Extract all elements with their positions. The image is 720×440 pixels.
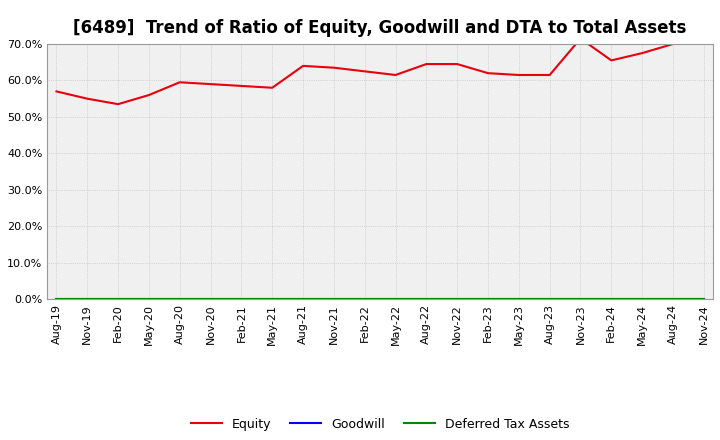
Equity [52, 89, 60, 94]
Goodwill [299, 297, 307, 302]
Equity [361, 69, 369, 74]
Equity [114, 102, 122, 107]
Goodwill [576, 297, 585, 302]
Equity [391, 72, 400, 77]
Goodwill [700, 297, 708, 302]
Equity [545, 72, 554, 77]
Deferred Tax Assets [576, 297, 585, 302]
Line: Equity: Equity [56, 39, 704, 104]
Equity [700, 40, 708, 45]
Goodwill [52, 297, 60, 302]
Equity [330, 65, 338, 70]
Goodwill [114, 297, 122, 302]
Deferred Tax Assets [607, 297, 616, 302]
Equity [607, 58, 616, 63]
Equity [515, 72, 523, 77]
Deferred Tax Assets [145, 297, 153, 302]
Equity [206, 81, 215, 87]
Deferred Tax Assets [299, 297, 307, 302]
Deferred Tax Assets [638, 297, 647, 302]
Deferred Tax Assets [391, 297, 400, 302]
Equity [453, 62, 462, 67]
Goodwill [638, 297, 647, 302]
Goodwill [391, 297, 400, 302]
Goodwill [515, 297, 523, 302]
Deferred Tax Assets [361, 297, 369, 302]
Goodwill [453, 297, 462, 302]
Deferred Tax Assets [484, 297, 492, 302]
Deferred Tax Assets [268, 297, 276, 302]
Equity [422, 62, 431, 67]
Goodwill [237, 297, 246, 302]
Deferred Tax Assets [700, 297, 708, 302]
Equity [268, 85, 276, 90]
Equity [484, 70, 492, 76]
Deferred Tax Assets [330, 297, 338, 302]
Deferred Tax Assets [237, 297, 246, 302]
Deferred Tax Assets [176, 297, 184, 302]
Deferred Tax Assets [453, 297, 462, 302]
Title: [6489]  Trend of Ratio of Equity, Goodwill and DTA to Total Assets: [6489] Trend of Ratio of Equity, Goodwil… [73, 19, 687, 37]
Deferred Tax Assets [545, 297, 554, 302]
Deferred Tax Assets [515, 297, 523, 302]
Deferred Tax Assets [52, 297, 60, 302]
Equity [176, 80, 184, 85]
Equity [83, 96, 91, 101]
Goodwill [145, 297, 153, 302]
Equity [237, 83, 246, 88]
Goodwill [422, 297, 431, 302]
Deferred Tax Assets [669, 297, 678, 302]
Goodwill [484, 297, 492, 302]
Goodwill [545, 297, 554, 302]
Goodwill [330, 297, 338, 302]
Deferred Tax Assets [206, 297, 215, 302]
Equity [669, 41, 678, 47]
Goodwill [361, 297, 369, 302]
Equity [576, 36, 585, 41]
Legend: Equity, Goodwill, Deferred Tax Assets: Equity, Goodwill, Deferred Tax Assets [186, 413, 575, 436]
Equity [638, 51, 647, 56]
Equity [299, 63, 307, 69]
Goodwill [83, 297, 91, 302]
Goodwill [268, 297, 276, 302]
Deferred Tax Assets [422, 297, 431, 302]
Deferred Tax Assets [83, 297, 91, 302]
Deferred Tax Assets [114, 297, 122, 302]
Goodwill [607, 297, 616, 302]
Equity [145, 92, 153, 98]
Goodwill [176, 297, 184, 302]
Goodwill [669, 297, 678, 302]
Goodwill [206, 297, 215, 302]
